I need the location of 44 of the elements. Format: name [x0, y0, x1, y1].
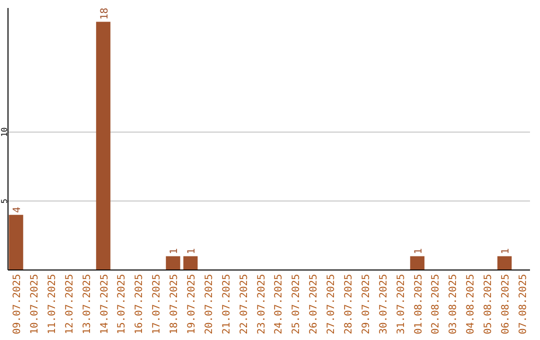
x-tick-label: 10.07.2025	[29, 274, 40, 334]
x-tick-label: 16.07.2025	[134, 274, 146, 334]
y-tick-label: 5	[0, 198, 9, 204]
x-tick-label: 04.08.2025	[466, 274, 477, 334]
y-tick-label: 10	[0, 127, 9, 137]
x-tick-label: 27.07.2025	[326, 274, 338, 334]
x-tick-label: 07.08.2025	[518, 274, 529, 334]
x-tick-label: 24.07.2025	[274, 274, 285, 334]
bar	[410, 256, 424, 270]
x-tick-label: 02.08.2025	[430, 274, 442, 334]
x-tick-label: 29.07.2025	[360, 274, 372, 334]
data-label: 1	[169, 248, 180, 254]
x-tick-label: 13.07.2025	[82, 274, 93, 334]
bar	[8, 214, 24, 270]
data-label: 4	[12, 206, 24, 213]
bar	[166, 256, 180, 270]
x-tick-label: 14.07.2025	[99, 274, 110, 334]
x-tick-label: 23.07.2025	[256, 274, 268, 334]
data-label: 1	[413, 248, 424, 254]
x-tick-label: 05.08.2025	[483, 274, 494, 334]
data-label: 1	[500, 248, 512, 254]
x-tick-label: 28.07.2025	[344, 274, 355, 334]
data-label: 1	[186, 248, 198, 254]
x-tick-label: 21.07.2025	[221, 274, 232, 334]
bar	[96, 22, 110, 270]
x-tick-label: 15.07.2025	[116, 274, 128, 334]
x-tick-label: 19.07.2025	[186, 274, 198, 334]
bar	[183, 256, 198, 270]
x-tick-label: 17.07.2025	[152, 274, 163, 334]
x-tick-label: 01.08.2025	[413, 274, 424, 334]
x-tick-label: 31.07.2025	[396, 274, 407, 334]
x-tick-label: 12.07.2025	[64, 274, 76, 334]
x-tick-label: 09.07.2025	[12, 274, 24, 334]
x-tick-label: 22.07.2025	[238, 274, 250, 334]
x-tick-label: 06.08.2025	[500, 274, 512, 334]
bar	[497, 256, 512, 270]
data-label: 18	[99, 8, 110, 20]
x-tick-label: 18.07.2025	[169, 274, 180, 334]
x-tick-label: 20.07.2025	[204, 274, 215, 334]
x-tick-label: 30.07.2025	[378, 274, 390, 334]
x-tick-label: 26.07.2025	[308, 274, 320, 334]
x-tick-label: 25.07.2025	[291, 274, 302, 334]
x-tick-label: 03.08.2025	[448, 274, 460, 334]
x-tick-label: 11.07.2025	[46, 274, 58, 334]
